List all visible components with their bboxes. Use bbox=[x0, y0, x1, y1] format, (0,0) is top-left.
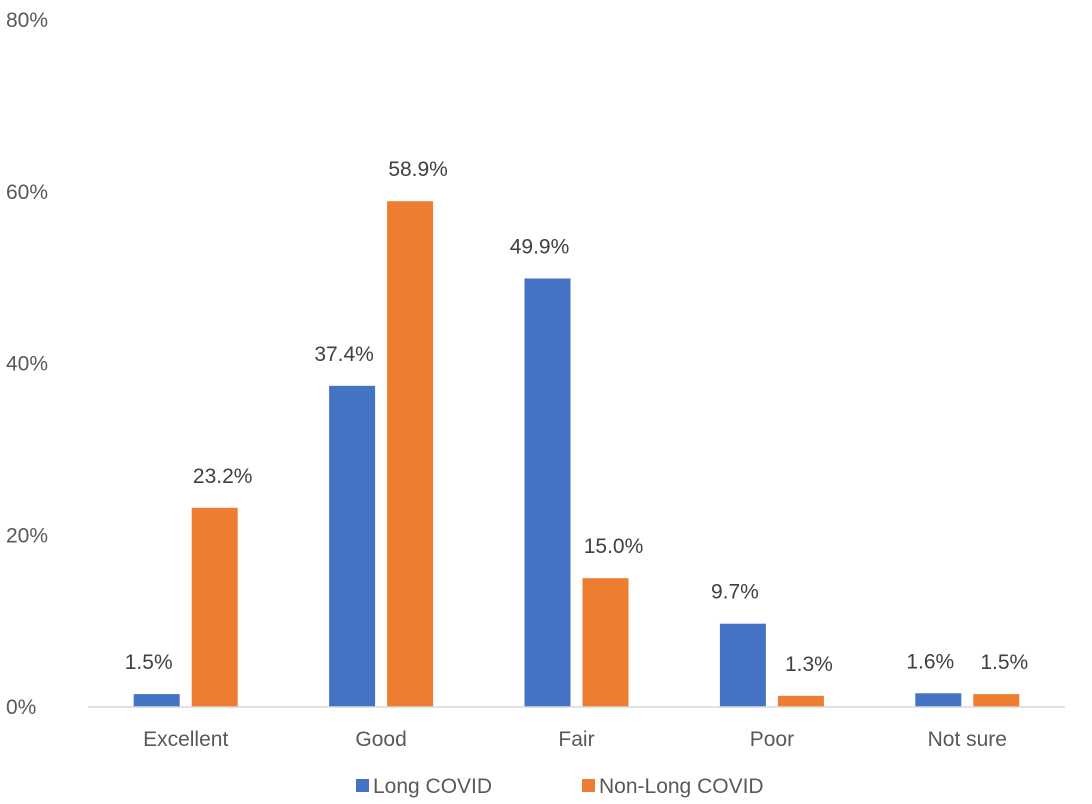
y-tick-label: 60% bbox=[6, 181, 48, 204]
x-tick-label: Good bbox=[355, 728, 406, 751]
bar-long-covid-not-sure bbox=[915, 693, 962, 707]
legend-label: Non-Long COVID bbox=[599, 775, 764, 798]
bar-non-long-covid-good bbox=[387, 201, 434, 708]
data-label: 58.9% bbox=[388, 158, 448, 181]
y-axis: 0% 20% 40% 60% 80% bbox=[6, 9, 48, 719]
y-tick-label: 20% bbox=[6, 524, 48, 547]
bar-non-long-covid-poor bbox=[777, 695, 824, 707]
data-label: 1.6% bbox=[906, 650, 954, 673]
legend-label: Long COVID bbox=[373, 775, 492, 798]
x-tick-label: Poor bbox=[750, 728, 794, 751]
bar-long-covid-poor bbox=[719, 623, 766, 707]
y-tick-label: 80% bbox=[6, 9, 48, 32]
x-tick-label: Not sure bbox=[928, 728, 1007, 751]
data-label: 9.7% bbox=[711, 581, 759, 604]
bar-non-long-covid-excellent bbox=[191, 507, 238, 707]
legend: Long COVID Non-Long COVID bbox=[356, 775, 764, 798]
bar-non-long-covid-not-sure bbox=[973, 694, 1020, 707]
data-label: 15.0% bbox=[584, 535, 644, 558]
y-tick-label: 40% bbox=[6, 353, 48, 376]
bar-long-covid-excellent bbox=[133, 694, 180, 707]
data-label: 1.5% bbox=[980, 651, 1028, 674]
bar-non-long-covid-fair bbox=[582, 578, 629, 707]
bar-long-covid-fair bbox=[524, 278, 571, 707]
x-tick-label: Excellent bbox=[143, 728, 228, 751]
data-label: 23.2% bbox=[193, 465, 253, 488]
legend-swatch bbox=[582, 779, 595, 792]
bar-long-covid-good bbox=[329, 385, 376, 707]
data-label: 1.5% bbox=[125, 651, 173, 674]
y-tick-label: 0% bbox=[6, 696, 36, 719]
plot-area: 1.5% 23.2% 37.4% 58.9% 49.9% 15.0% 9.7% 1.3% 1.6… bbox=[125, 158, 1028, 708]
data-label: 1.3% bbox=[785, 653, 833, 676]
legend-swatch bbox=[356, 779, 369, 792]
data-label: 49.9% bbox=[510, 235, 570, 258]
x-axis: Excellent Good Fair Poor Not sure bbox=[143, 728, 1007, 751]
data-label: 37.4% bbox=[314, 343, 374, 366]
x-tick-label: Fair bbox=[558, 728, 594, 751]
